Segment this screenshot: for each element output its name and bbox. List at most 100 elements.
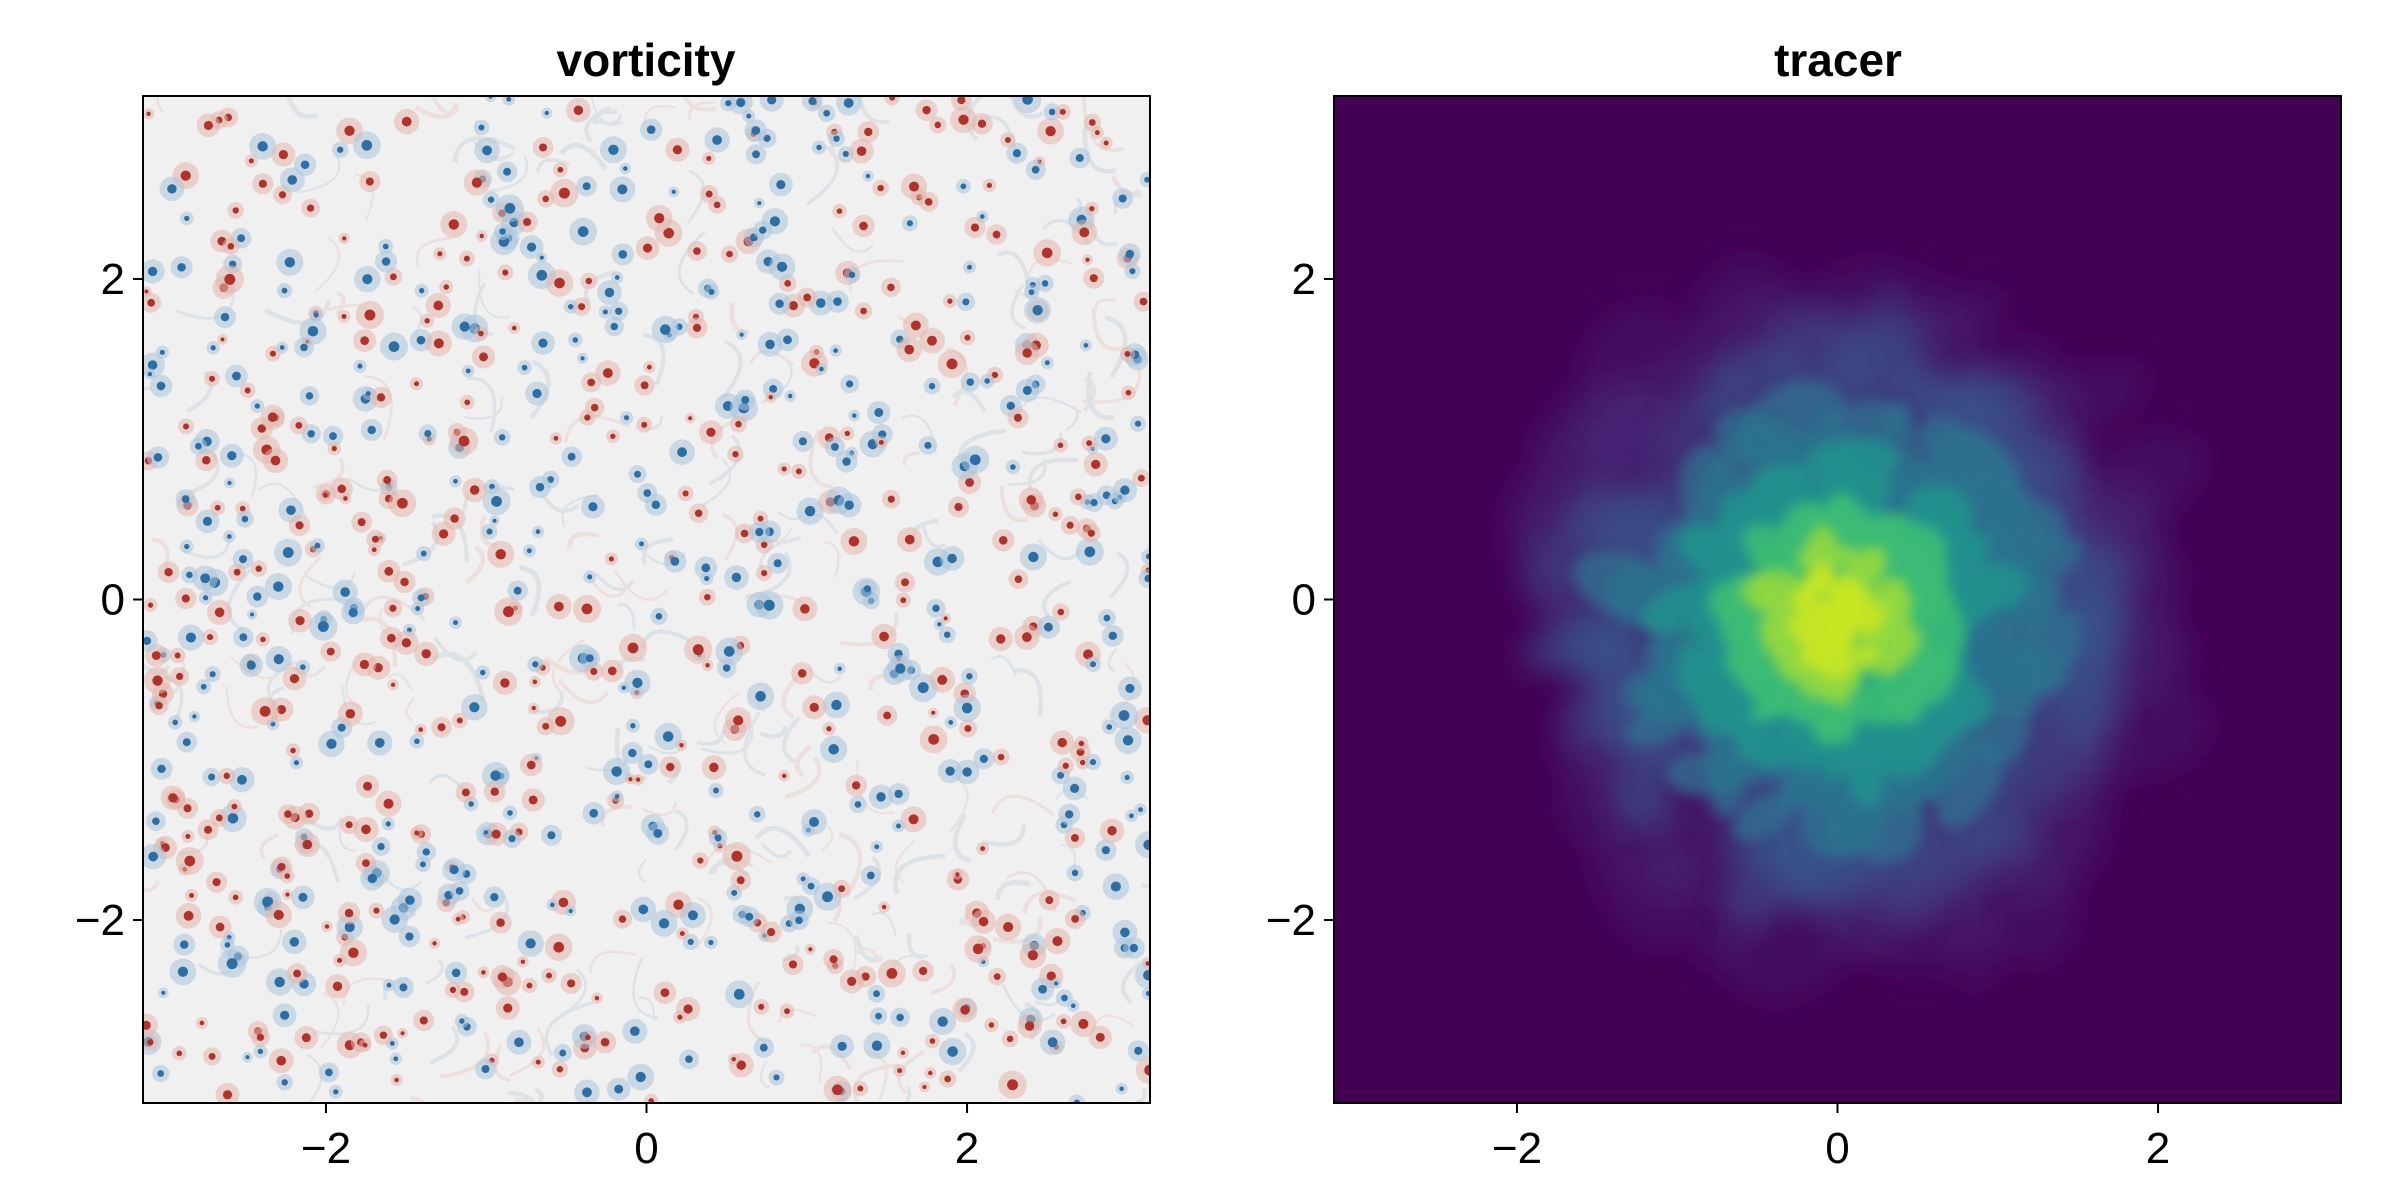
vortex-positive [204, 825, 213, 834]
vortex-negative [713, 787, 719, 794]
vortex-positive [628, 777, 633, 782]
vortex-positive [904, 344, 915, 355]
vortex-negative [313, 312, 319, 318]
vortex-positive [365, 177, 374, 186]
vortex-positive [1094, 130, 1100, 136]
vorticity-filament [298, 152, 341, 194]
vortex-negative [348, 607, 358, 618]
vortex-positive [344, 125, 355, 136]
tracer-blob [1589, 802, 1696, 950]
vortex-negative [300, 160, 310, 170]
vortex-negative [333, 1089, 339, 1095]
vortex-negative [299, 664, 306, 670]
vortex-positive [285, 892, 290, 897]
vortex-negative [588, 502, 598, 512]
vorticity-xtick-label: 2 [955, 1124, 979, 1173]
vortex-positive [857, 1085, 864, 1092]
tracer-panel: tracer −2 0 2 −2 0 2 [1266, 34, 2342, 1173]
vortex-negative [156, 381, 166, 391]
vortex-positive [523, 217, 532, 226]
vortex-positive [342, 236, 347, 241]
vortex-positive [273, 909, 284, 921]
vortex-negative [481, 1064, 490, 1074]
vortex-negative [1138, 807, 1143, 812]
vortex-positive [183, 910, 194, 921]
vortex-positive [1003, 921, 1014, 933]
vortex-positive [900, 1050, 906, 1056]
vorticity-filament [1082, 96, 1125, 152]
vortex-negative [195, 442, 202, 450]
vortex-halo [1141, 548, 1150, 565]
vortex-negative [424, 429, 432, 437]
vortex-negative [1032, 305, 1043, 316]
tracer-blob [1634, 673, 1689, 723]
vortex-positive [1026, 495, 1037, 505]
vortex-positive [176, 1050, 183, 1057]
vortex-negative [671, 189, 676, 194]
vortex-negative [549, 902, 555, 908]
vorticity-filament [696, 729, 725, 746]
vorticity-filament [534, 1087, 544, 1103]
vortex-positive [692, 323, 702, 332]
vortex-halo [1134, 706, 1150, 734]
vorticity-filament [743, 711, 766, 777]
tracer-blob [2119, 627, 2194, 709]
vortex-negative [305, 392, 314, 400]
vortex-positive [341, 313, 347, 319]
vorticity-filament [632, 956, 658, 1020]
vortex-positive [957, 96, 966, 105]
vortex-negative [1106, 724, 1113, 730]
vortex-negative [943, 631, 951, 638]
vorticity-filament [320, 991, 340, 1049]
vortex-positive [1045, 125, 1056, 137]
vorticity-filament [567, 531, 600, 549]
vortex-positive [239, 505, 246, 512]
vortex-negative [587, 574, 593, 580]
vortex-positive [227, 242, 235, 250]
vorticity-filament [298, 555, 322, 609]
vortex-negative [539, 255, 544, 260]
vortex-positive [944, 1075, 951, 1083]
vortex-negative [945, 766, 955, 776]
vortex-negative [604, 287, 615, 298]
vortex-positive [184, 855, 196, 867]
vorticity-filament [1130, 1087, 1147, 1103]
vortex-positive [152, 675, 163, 686]
vortex-positive [389, 604, 397, 612]
vorticity-filament [904, 1086, 912, 1103]
vortex-negative [763, 599, 775, 611]
vortex-negative [374, 737, 385, 748]
vortex-negative [1120, 927, 1130, 938]
vortex-negative [300, 343, 308, 352]
vorticity-filament [557, 968, 587, 1020]
vortex-positive [697, 857, 704, 864]
vortex-positive [424, 318, 430, 324]
vorticity-filament [589, 950, 637, 974]
vorticity-filament [754, 825, 811, 858]
vortex-positive [199, 1020, 205, 1026]
vortex-positive [851, 781, 861, 790]
vortex-negative [161, 990, 166, 995]
vorticity-filament [595, 114, 623, 126]
vortex-positive [1083, 649, 1094, 660]
vortex-negative [317, 621, 329, 632]
vorticity-filament [588, 577, 627, 598]
vortex-negative [967, 264, 973, 270]
vortex-negative [232, 371, 241, 381]
vortex-negative [220, 312, 230, 322]
vortex-positive [1142, 715, 1150, 726]
vortex-negative [492, 518, 497, 523]
vortex-negative [928, 382, 936, 390]
vortex-negative [687, 910, 698, 921]
vorticity-filament [360, 616, 397, 667]
vortex-negative [984, 378, 990, 384]
vortex-negative [227, 451, 237, 461]
vortex-negative [917, 682, 929, 694]
vortex-positive [1089, 205, 1095, 212]
vortex-negative [979, 754, 988, 763]
vortex-negative [906, 220, 914, 227]
vortex-negative [245, 1055, 250, 1060]
tracer-blob [1919, 597, 1965, 664]
vortex-negative [147, 266, 158, 277]
vortex-positive [503, 1003, 513, 1013]
